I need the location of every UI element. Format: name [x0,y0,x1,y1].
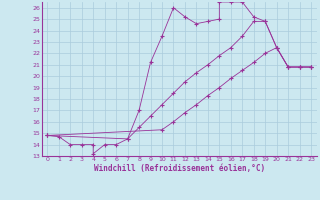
X-axis label: Windchill (Refroidissement éolien,°C): Windchill (Refroidissement éolien,°C) [94,164,265,173]
